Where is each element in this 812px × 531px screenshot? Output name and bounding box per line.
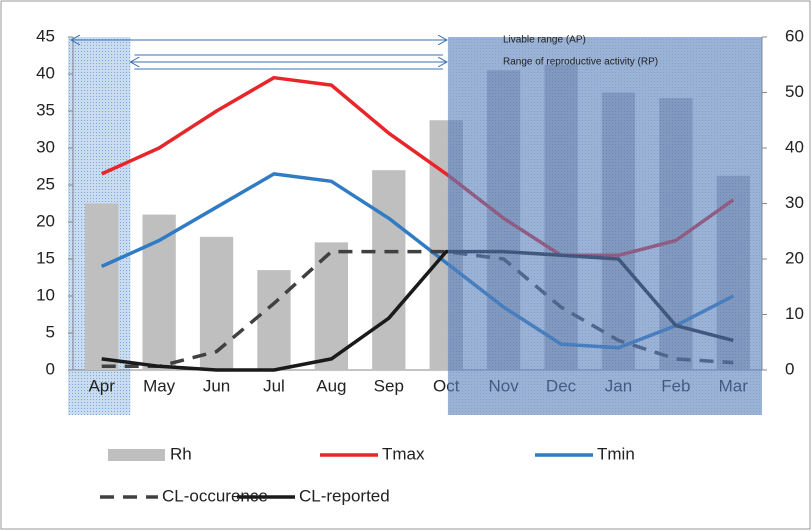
- y-tick-label: 30: [36, 137, 55, 156]
- x-tick-label: May: [143, 376, 176, 395]
- legend-swatch: [108, 449, 165, 461]
- x-tick-label: Aug: [316, 376, 346, 395]
- legend-label: Tmax: [382, 444, 425, 463]
- bar: [85, 203, 119, 370]
- bar: [142, 214, 176, 370]
- y-tick-label: 15: [36, 248, 55, 267]
- y-tick-label: 20: [36, 211, 55, 230]
- rp-shade: [447, 37, 762, 415]
- legend-label: Rh: [170, 444, 192, 463]
- annotation: Range of reproductive activity (RP): [503, 57, 658, 68]
- y-tick-label: 0: [46, 359, 55, 378]
- y2-tick-label: 40: [785, 137, 804, 156]
- x-tick-label: Apr: [88, 376, 115, 395]
- bar: [314, 242, 349, 370]
- x-tick-label: Jun: [203, 376, 230, 395]
- y2-tick-label: 30: [785, 193, 804, 212]
- bar: [257, 270, 291, 370]
- y-tick-label: 25: [36, 174, 55, 193]
- x-tick-label: Jul: [263, 376, 285, 395]
- y2-tick-label: 50: [785, 82, 804, 101]
- y2-tick-label: 60: [785, 26, 804, 45]
- bar: [199, 236, 234, 370]
- line-series: [101, 249, 734, 369]
- bar: [372, 170, 406, 370]
- y-tick-label: 35: [36, 100, 55, 119]
- legend-label: CL-occurence: [162, 486, 268, 505]
- y-tick-label: 45: [36, 26, 55, 45]
- y-tick-label: 5: [46, 322, 55, 341]
- annotation: Livable range (AP): [503, 35, 586, 46]
- y-tick-label: 40: [36, 63, 55, 82]
- y2-tick-label: 0: [785, 359, 794, 378]
- x-tick-label: Sep: [374, 376, 404, 395]
- y2-tick-label: 20: [785, 248, 804, 267]
- y2-tick-label: 10: [785, 304, 804, 323]
- legend-label: Tmin: [597, 444, 635, 463]
- y-tick-label: 10: [36, 285, 55, 304]
- legend-label: CL-reported: [299, 486, 390, 505]
